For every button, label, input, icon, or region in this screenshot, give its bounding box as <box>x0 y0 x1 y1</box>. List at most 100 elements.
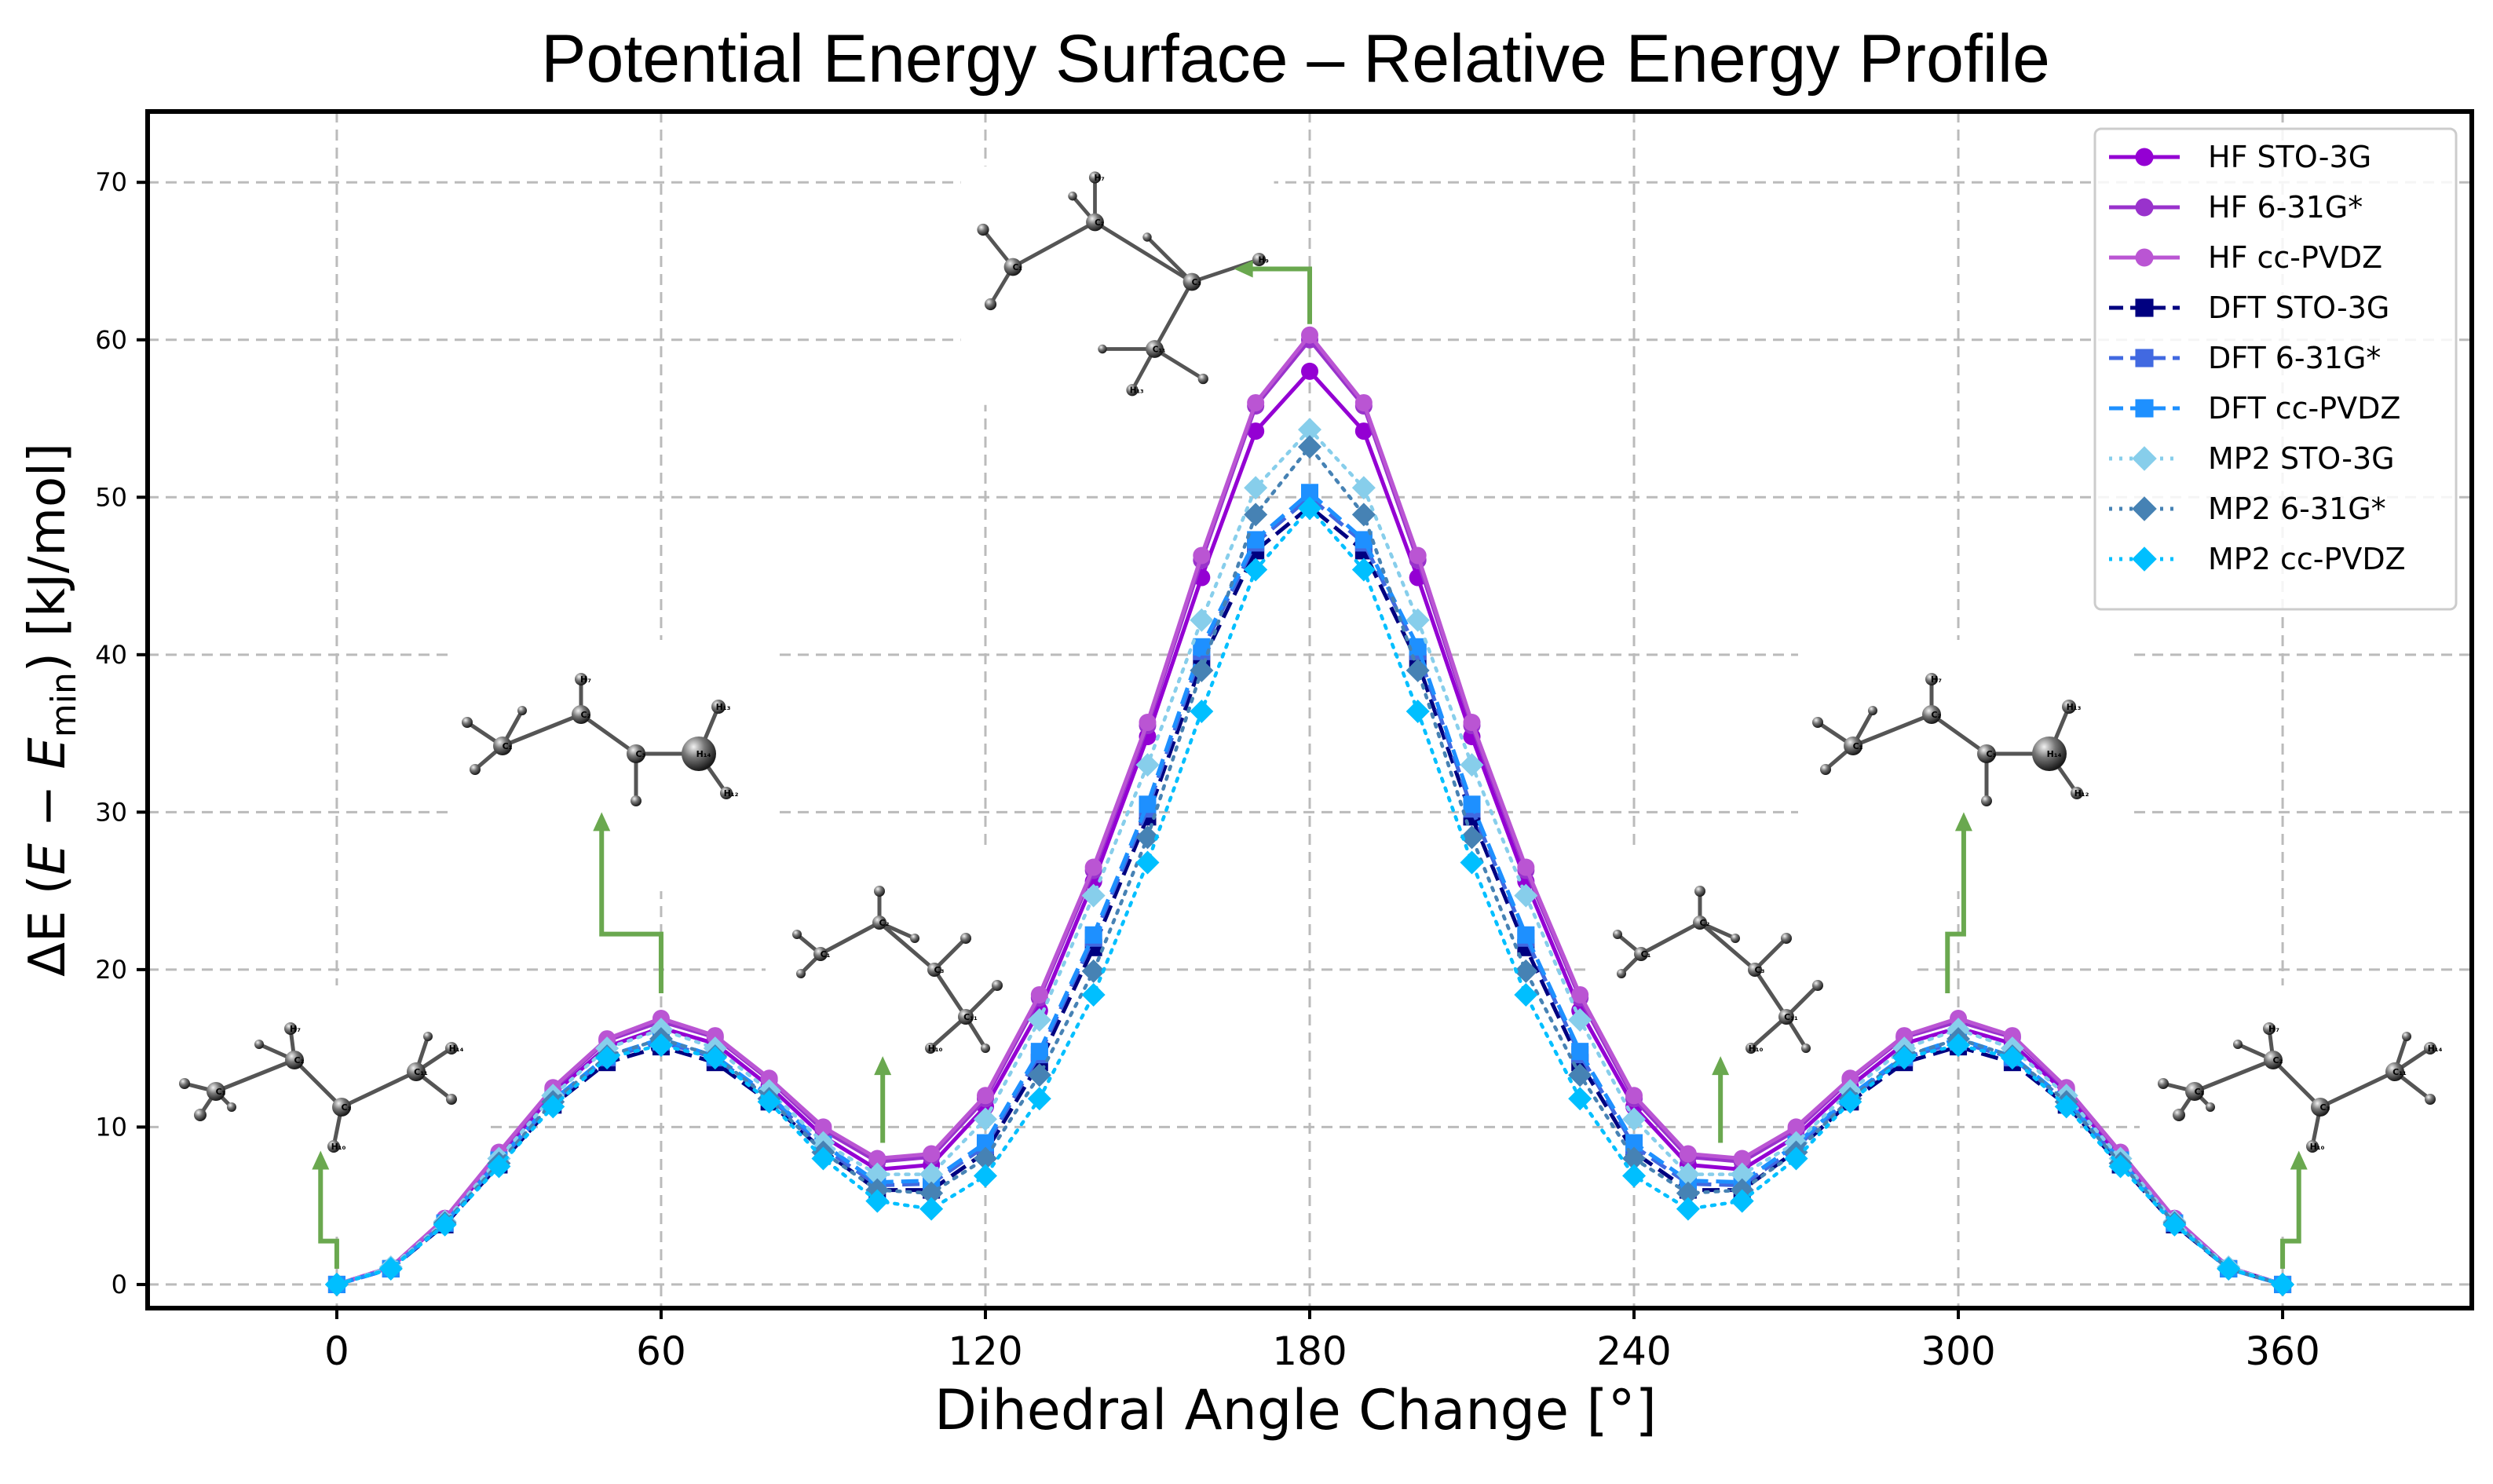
molecule-atom <box>1183 272 1201 291</box>
molecule-bond <box>1698 921 1756 971</box>
molecule-backdrop <box>161 985 491 1237</box>
molecule-bond <box>293 1058 343 1109</box>
molecule-atom <box>2402 1032 2411 1041</box>
arrow-head <box>2290 1150 2308 1170</box>
axis-ticks: 0 60 120 180 240 300 360 0 10 20 30 40 50 60 70 <box>95 167 2320 1374</box>
molecule-bond <box>579 712 638 756</box>
molecule-atom <box>1801 1044 1811 1053</box>
data-point <box>1892 1046 1917 1070</box>
data-point <box>1354 422 1373 440</box>
molecule-atom <box>1844 737 1862 755</box>
molecule-atom <box>984 298 997 311</box>
data-point <box>919 1197 944 1221</box>
data-point <box>1301 326 1318 344</box>
molecule-atom <box>1731 934 1740 943</box>
atom-label: H₁₂ <box>724 788 739 799</box>
data-point <box>324 1272 349 1296</box>
molecule-atom <box>2062 700 2076 714</box>
legend-marker <box>2135 349 2154 367</box>
annotation-arrows <box>312 260 2308 1269</box>
data-point <box>1139 795 1157 813</box>
legend-entry: DFT cc-PVDZ <box>2109 391 2400 426</box>
molecule-atom <box>720 787 733 799</box>
molecule-bond <box>1753 937 1788 971</box>
data-point <box>2054 1095 2078 1119</box>
molecule-atom <box>1613 930 1622 939</box>
atom-label: C₃ <box>1987 749 1997 759</box>
data-point <box>865 1162 890 1186</box>
data-point <box>1463 795 1481 813</box>
data-point <box>1135 850 1160 875</box>
annotation-180-deg-arrow <box>1234 260 1312 324</box>
molecule-atom <box>2385 1062 2404 1081</box>
data-point <box>2000 1046 2024 1070</box>
molecule-atom <box>1126 384 1139 397</box>
arrow-shaft <box>318 1168 339 1269</box>
atom-label: H₇ <box>2268 1024 2279 1034</box>
molecule-bond <box>340 1069 418 1109</box>
data-point <box>1841 1069 1859 1087</box>
data-point <box>1190 658 1214 682</box>
data-point <box>923 1145 941 1163</box>
molecule-bond <box>932 968 968 1018</box>
data-point <box>1247 422 1265 440</box>
data-point <box>378 1256 403 1281</box>
molecule-atom <box>1142 232 1152 242</box>
atom-label: C₃ <box>342 1102 352 1113</box>
molecule-atom <box>960 933 971 944</box>
data-point <box>1730 1189 1754 1213</box>
data-point <box>2271 1272 2295 1296</box>
molecule-bond <box>819 920 881 956</box>
molecule-atom <box>254 1040 264 1049</box>
atom-label: H₁₀ <box>331 1142 346 1152</box>
legend-marker <box>2132 496 2157 521</box>
data-point <box>487 1154 511 1179</box>
x-tick-label: 240 <box>1596 1329 1671 1374</box>
molecule-bond <box>933 937 967 971</box>
annotation-260-deg-arrow <box>1712 1056 1730 1143</box>
atom-label: C₃ <box>934 965 945 975</box>
molecule-atom <box>462 717 473 728</box>
molecule-atom <box>1197 373 1208 385</box>
atom-label: H₁₀ <box>928 1044 943 1054</box>
atom-label: H₇ <box>1095 174 1105 183</box>
molecule-bond <box>1011 220 1096 269</box>
atom-label: H₁₃ <box>2067 702 2082 712</box>
data-point <box>433 1212 457 1237</box>
molecule-bond <box>215 1058 295 1094</box>
data-point <box>1351 503 1376 527</box>
molecule-atom <box>2425 1094 2436 1105</box>
atom-label: H₁₃ <box>716 702 731 712</box>
molecule-atom <box>1745 1043 1756 1054</box>
data-point <box>1679 1145 1697 1163</box>
molecule-atom <box>711 700 726 714</box>
data-point <box>1030 985 1048 1003</box>
atom-label: C₁₁ <box>1784 1012 1798 1022</box>
molecule-atom <box>627 744 645 763</box>
molecule-atom <box>796 969 806 978</box>
data-point <box>1193 546 1211 565</box>
molecule-atom <box>910 934 919 943</box>
molecule-atom <box>1868 706 1877 715</box>
data-point <box>976 1134 994 1152</box>
molecule-atom <box>1748 963 1762 977</box>
atom-label: C₂ <box>581 710 591 720</box>
molecule-atom <box>327 1140 340 1153</box>
molecule-atom <box>1086 213 1104 232</box>
data-point <box>2108 1154 2133 1179</box>
annotation-100-deg-arrow <box>874 1056 892 1143</box>
legend-entry: HF cc-PVDZ <box>2109 240 2382 275</box>
molecule-atom <box>1003 258 1022 276</box>
y-tick-label: 50 <box>95 482 127 512</box>
atom-label: H₁₀ <box>2310 1142 2325 1152</box>
data-point <box>2162 1212 2187 1237</box>
data-point <box>1354 393 1373 411</box>
data-point <box>1354 531 1373 549</box>
molecule-bond <box>2194 1058 2274 1094</box>
atom-label: H₁₄ <box>449 1044 464 1054</box>
molecule-bond <box>1852 712 1932 748</box>
y-tick-label: 20 <box>95 955 127 985</box>
data-point <box>919 1181 944 1205</box>
arrow-head <box>874 1056 892 1076</box>
data-point <box>1135 825 1160 850</box>
